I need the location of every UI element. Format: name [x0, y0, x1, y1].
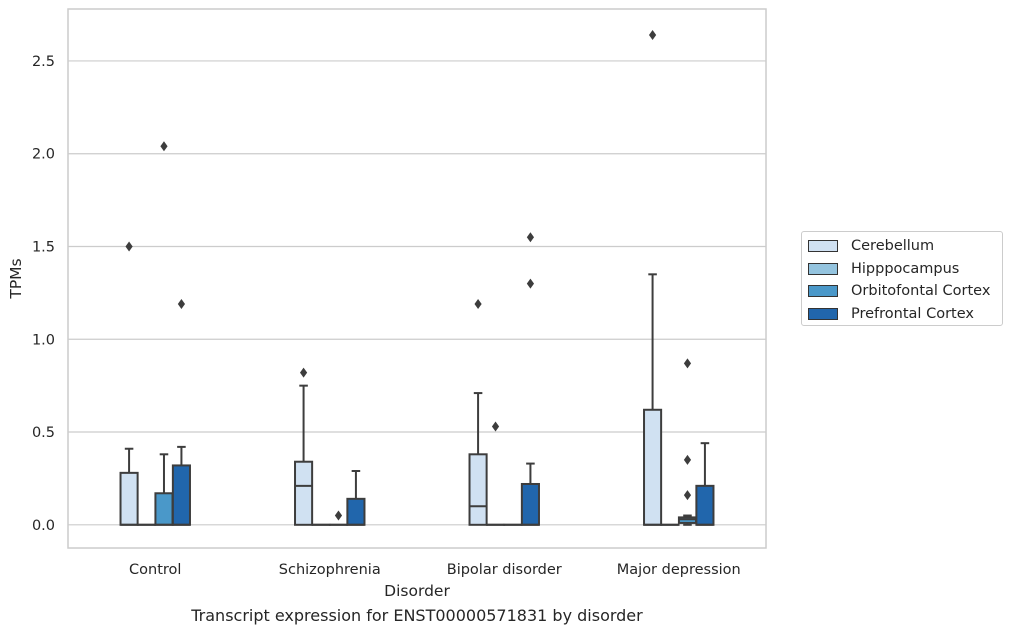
legend-item: Hipppocampus: [808, 258, 1002, 281]
outlier-point: [683, 490, 692, 501]
legend-swatch: [808, 307, 838, 320]
outlier-point: [474, 299, 482, 310]
box: [346, 497, 366, 526]
y-axis-label: TPMs: [7, 258, 25, 299]
legend-item: Cerebellum: [808, 235, 1002, 258]
outlier-point: [177, 299, 186, 310]
legend-item: Orbitofontal Cortex: [808, 280, 1002, 303]
x-tick-label: Control: [129, 562, 181, 578]
legend-swatch: [808, 285, 838, 298]
x-axis-label: Disorder: [384, 582, 450, 600]
box: [468, 453, 488, 526]
y-tick-label: 0.5: [32, 425, 55, 441]
box: [171, 464, 191, 526]
legend-label: Prefrontal Cortex: [851, 305, 974, 322]
plot-frame: [67, 8, 767, 549]
outlier-point: [160, 141, 168, 152]
figure-caption: Transcript expression for ENST0000057183…: [191, 606, 643, 625]
box: [154, 492, 174, 526]
y-tick-label: 1.0: [32, 332, 55, 348]
outlier-point: [683, 454, 692, 465]
y-tick-label: 0.0: [32, 518, 55, 534]
y-tick-label: 2.5: [32, 54, 55, 70]
x-tick-label: Major depression: [617, 562, 741, 578]
legend-item: Prefrontal Cortex: [808, 303, 1002, 326]
legend-swatch: [808, 240, 838, 253]
box: [643, 408, 663, 526]
outlier-point: [299, 367, 308, 378]
box: [119, 471, 139, 526]
legend: Cerebellum Hipppocampus Orbitofontal Corte…: [801, 231, 1003, 326]
legend-label: Orbitofontal Cortex: [851, 283, 991, 300]
legend-label: Hipppocampus: [851, 260, 960, 277]
box: [695, 484, 715, 526]
y-tick-label: 1.5: [32, 239, 55, 255]
outlier-point: [683, 358, 692, 369]
outlier-point: [125, 241, 133, 252]
box: [520, 482, 540, 526]
x-tick-label: Bipolar disorder: [447, 562, 562, 578]
outlier-point: [491, 421, 500, 432]
outlier-point: [648, 29, 657, 40]
outlier-point: [526, 232, 535, 243]
legend-swatch: [808, 262, 838, 275]
x-tick-label: Schizophrenia: [279, 562, 381, 578]
outlier-point: [526, 278, 535, 289]
y-tick-label: 2.0: [32, 147, 55, 163]
box: [294, 460, 314, 526]
outlier-point: [334, 510, 343, 521]
legend-label: Cerebellum: [851, 238, 935, 255]
